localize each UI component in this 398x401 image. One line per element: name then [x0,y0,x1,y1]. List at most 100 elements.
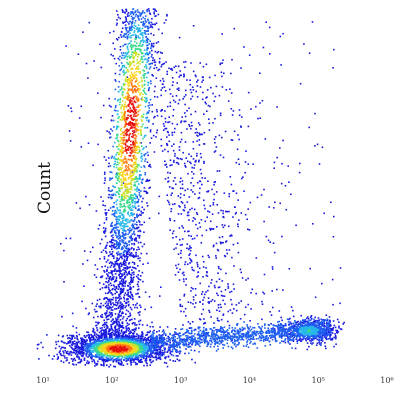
density-point [160,340,163,342]
density-point [146,25,149,28]
density-point [181,183,184,186]
density-point [231,337,234,339]
density-point [150,337,152,339]
density-point [98,282,101,284]
density-point [60,242,62,245]
density-point [255,292,257,295]
density-point [138,209,140,211]
density-point [97,334,99,337]
density-point [324,342,326,344]
density-point [291,339,294,342]
density-point [143,339,146,341]
density-point [91,357,93,359]
density-point [143,353,146,355]
density-point [174,360,177,362]
density-point [236,337,238,339]
density-point [213,330,215,332]
density-point [124,267,127,269]
density-point [184,340,187,342]
density-point [137,11,139,13]
density-point [128,263,130,265]
density-point [132,271,135,273]
density-point [109,245,111,247]
density-point [110,171,113,174]
density-point [257,117,259,120]
density-point [149,98,152,101]
density-point [290,327,292,330]
density-point [126,322,129,324]
density-point [164,110,166,112]
density-point [219,330,222,332]
density-point [145,39,148,41]
density-point [189,83,192,86]
density-point [216,292,218,295]
density-point [229,176,232,178]
density-point [295,337,298,340]
density-point [203,113,205,115]
density-point [309,316,312,319]
density-point [121,247,123,250]
density-point [184,66,186,69]
density-point [228,195,230,198]
density-point [338,325,340,328]
density-point [134,207,137,209]
density-point [150,137,153,139]
density-point [312,323,314,326]
density-point [312,334,315,336]
density-point [121,263,123,266]
density-point [136,209,139,211]
density-point [156,342,158,345]
density-point [246,218,248,221]
density-point [124,21,126,23]
density-point [117,320,120,323]
density-point [215,191,218,193]
density-point [117,238,120,240]
density-point [78,117,81,119]
density-point [184,165,186,167]
density-point [272,331,274,333]
density-point [164,178,167,180]
density-point [177,195,180,197]
density-point [190,62,192,64]
density-point [319,339,322,341]
density-point [102,357,105,360]
density-point [104,265,106,268]
density-point [74,337,76,339]
density-point [258,327,261,329]
density-point [154,9,156,11]
density-point [98,298,101,301]
density-point [156,349,159,351]
density-point [190,336,192,338]
density-point [150,361,153,363]
density-point [125,305,127,307]
density-point [230,72,232,75]
density-point [227,336,229,339]
density-point [115,80,117,82]
density-point [183,310,185,313]
density-point [146,44,148,47]
density-point [96,338,99,341]
density-point [234,327,237,329]
density-point [115,318,118,321]
density-point [100,302,102,305]
density-point [120,282,122,285]
density-point [110,312,112,315]
density-point [202,303,204,305]
density-point [137,205,140,207]
density-point [188,342,190,344]
density-point [276,340,278,342]
density-point [178,146,181,148]
density-point [332,67,334,69]
density-point [166,143,168,146]
density-point [333,48,335,51]
density-point [271,338,274,341]
density-point [119,292,122,295]
density-point [88,345,90,347]
density-point [104,230,107,232]
density-point [146,202,148,204]
density-point [95,339,97,342]
density-point [138,29,140,32]
density-point [162,352,164,354]
density-point [119,265,121,268]
density-point [221,280,224,282]
